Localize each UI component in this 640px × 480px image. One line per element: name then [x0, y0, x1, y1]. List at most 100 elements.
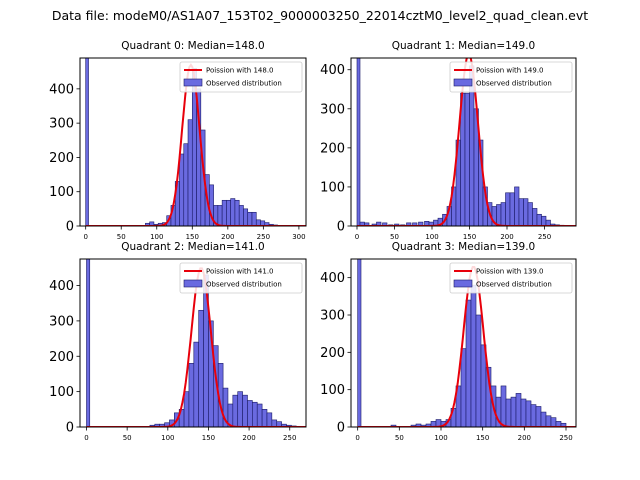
histogram-bar: [460, 348, 467, 427]
x-tick-label: 100: [425, 233, 438, 241]
histogram-bar: [505, 192, 511, 226]
subplot-title: Quadrant 2: Median=141.0: [121, 241, 264, 253]
legend-label-observed: Observed distribution: [206, 80, 282, 88]
y-tick-label: 0: [66, 220, 74, 235]
histogram-bar: [470, 284, 477, 427]
histogram-bar: [193, 341, 199, 427]
legend-label-observed: Observed distribution: [206, 281, 282, 289]
histogram-bar: [520, 398, 527, 427]
histogram-bar: [525, 400, 532, 427]
histogram-bar: [541, 215, 547, 226]
histogram-bar: [465, 299, 472, 427]
y-tick-label: 100: [320, 180, 345, 195]
histogram-bar: [261, 409, 268, 427]
figure-title: Data file: modeM0/AS1A07_153T02_90000032…: [52, 8, 588, 23]
x-tick-label: 100: [150, 233, 163, 241]
x-tick-label: 150: [463, 233, 476, 241]
plot-area: [356, 58, 576, 226]
x-tick-label: 300: [292, 233, 305, 241]
x-tick-label: 100: [434, 434, 447, 442]
legend: Poission with 141.0 Observed distribution: [179, 262, 303, 294]
histogram-bar: [226, 199, 231, 226]
histogram-bar: [509, 192, 515, 226]
histogram-bar: [183, 391, 190, 427]
y-tick-label: 400: [320, 63, 345, 78]
legend-label-poisson: Poission with 139.0: [476, 268, 544, 276]
histogram-bar: [514, 186, 520, 226]
histogram-bar: [505, 398, 512, 427]
legend: Poission with 149.0 Observed distribution: [449, 61, 573, 93]
histogram-bar: [515, 393, 522, 427]
legend-label-poisson: Poission with 141.0: [206, 268, 274, 276]
x-tick-label: 250: [559, 434, 572, 442]
histogram-bar: [251, 211, 257, 226]
x-tick-label: 50: [390, 233, 399, 241]
histogram-bar: [266, 412, 273, 427]
y-tick-label: 200: [49, 151, 74, 166]
legend-bar-swatch: [183, 279, 203, 288]
histogram-bar: [550, 417, 557, 427]
y-tick-label: 100: [49, 185, 74, 200]
histogram-bar: [183, 143, 189, 226]
poisson-fit-line: [357, 58, 576, 226]
histogram-bar: [247, 211, 253, 226]
y-tick-label: 0: [337, 220, 345, 235]
histogram-bar: [382, 222, 388, 226]
y-tick-label: 200: [320, 141, 345, 156]
x-tick-label: 150: [202, 434, 215, 442]
subplot-title: Quadrant 0: Median=148.0: [121, 40, 264, 52]
histogram-bar: [412, 222, 418, 226]
histogram-bar: [242, 394, 248, 427]
x-tick-label: 0: [84, 434, 88, 442]
histogram-bar: [545, 415, 552, 427]
histogram-bar: [545, 219, 551, 226]
histogram-bar: [232, 394, 239, 427]
legend-frame: [449, 262, 573, 294]
histogram-bar: [475, 314, 482, 427]
histogram-bar: [252, 401, 258, 427]
legend-frame: [179, 61, 303, 93]
legend-bar-swatch: [183, 78, 203, 87]
legend: Poission with 148.0 Observed distribution: [179, 61, 303, 93]
histogram-bar: [523, 198, 529, 226]
x-tick-label: 0: [355, 434, 359, 442]
histogram-bar: [536, 213, 542, 226]
histogram-bar: [238, 205, 244, 226]
histogram-bar: [478, 139, 484, 226]
histogram-bar: [364, 222, 370, 226]
y-tick-label: 100: [320, 383, 345, 398]
plot-area: [357, 259, 576, 427]
histogram-bar: [188, 363, 195, 427]
histogram-bar: [496, 204, 502, 226]
legend-frame: [449, 61, 573, 93]
histogram-bar: [256, 403, 263, 427]
x-tick-label: 50: [117, 233, 126, 241]
x-tick-label: 250: [283, 434, 296, 442]
legend-label-poisson: Poission with 149.0: [476, 67, 544, 75]
histogram-bar: [86, 259, 91, 427]
axes-frame: [350, 57, 577, 227]
x-tick-label: 100: [161, 434, 174, 442]
x-tick-label: 200: [518, 434, 531, 442]
y-tick-label: 300: [320, 102, 345, 117]
histogram-bar: [540, 411, 547, 427]
histogram-bar: [535, 406, 542, 427]
histogram-bar: [500, 385, 507, 427]
legend-bar-swatch: [453, 78, 473, 87]
x-tick-label: 200: [242, 434, 255, 442]
histogram-bar: [247, 400, 253, 427]
y-tick-label: 200: [49, 350, 74, 365]
subplot-title: Quadrant 1: Median=149.0: [392, 40, 535, 52]
histogram-bar: [271, 419, 278, 427]
histogram-bar: [356, 58, 361, 226]
histogram-bar: [198, 309, 204, 427]
histogram-bar: [179, 153, 185, 226]
legend-label-observed: Observed distribution: [476, 281, 552, 289]
histogram-bar: [527, 202, 533, 226]
x-tick-label: 150: [476, 434, 489, 442]
x-tick-label: 250: [538, 233, 551, 241]
histogram-bar: [464, 92, 470, 226]
legend-frame: [179, 262, 303, 294]
histogram-bar: [234, 199, 240, 226]
